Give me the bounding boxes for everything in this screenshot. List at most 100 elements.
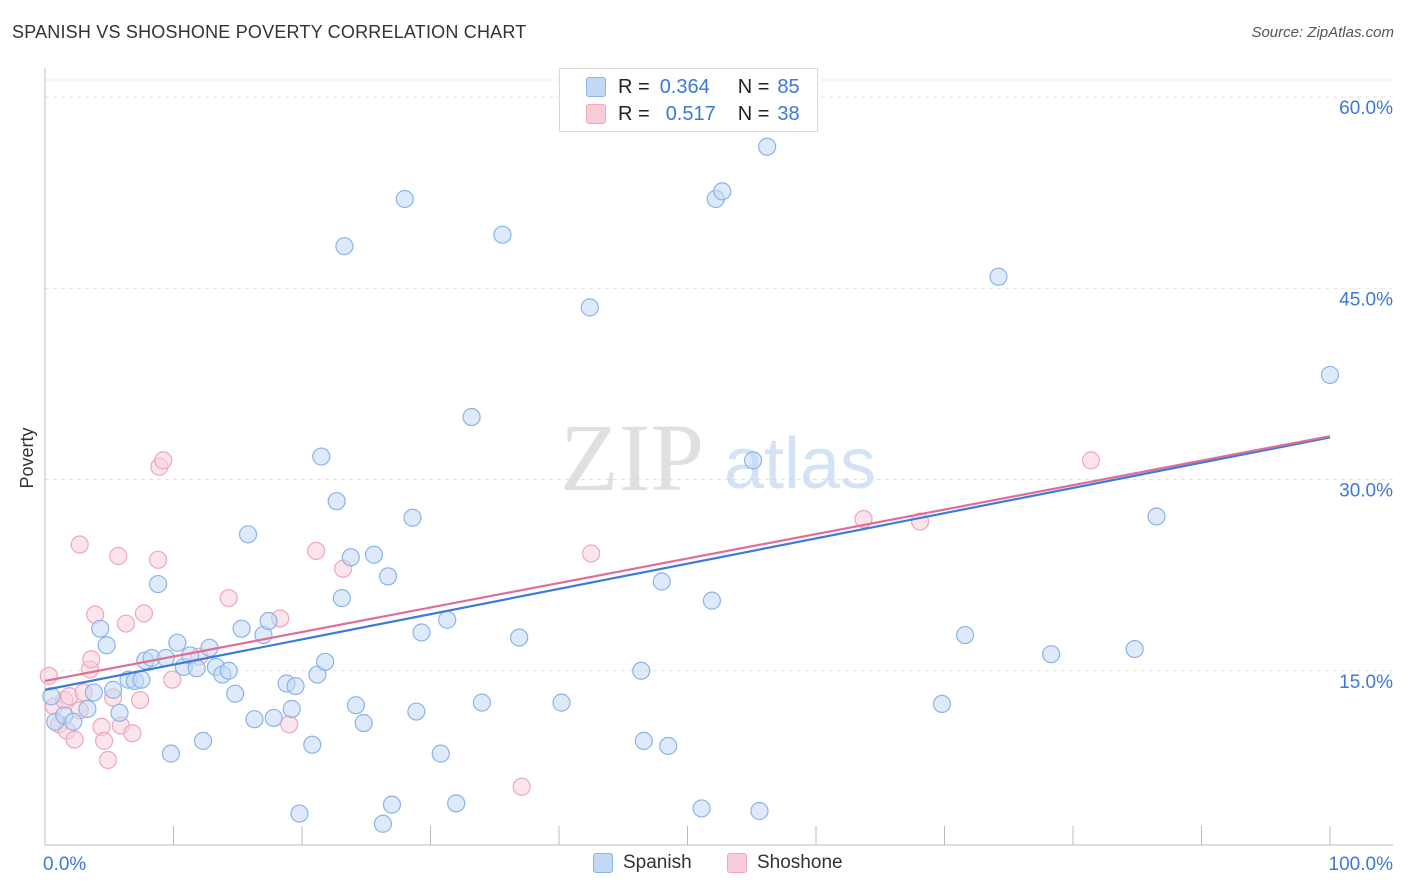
spanish-point xyxy=(493,225,512,244)
spanish-point xyxy=(652,572,671,591)
spanish-point xyxy=(1147,507,1166,526)
spanish-point xyxy=(743,451,763,470)
shoshone-point xyxy=(39,666,58,685)
legend-row-shoshone: R = 0.517 N = 38 xyxy=(586,102,800,126)
shoshone-point xyxy=(70,535,89,554)
spanish-point xyxy=(286,676,305,696)
trend-lines xyxy=(44,435,1331,691)
spanish-point xyxy=(932,694,952,714)
data-points xyxy=(39,137,1340,833)
r-label: R = xyxy=(618,102,650,125)
spanish-point xyxy=(104,680,123,699)
shoshone-point xyxy=(1081,451,1101,470)
spanish-n-value: 85 xyxy=(777,75,800,98)
spanish-point xyxy=(335,237,354,256)
spanish-point xyxy=(659,736,678,756)
r-label: R = xyxy=(618,75,650,98)
y-axis-title: Poverty xyxy=(17,427,37,488)
spanish-point xyxy=(750,801,769,821)
spanish-point xyxy=(510,628,529,647)
shoshone-point xyxy=(130,690,150,710)
spanish-point xyxy=(373,814,393,833)
shoshone-point xyxy=(148,550,168,569)
spanish-point xyxy=(232,619,251,638)
y-tick-label: 30.0% xyxy=(1339,481,1393,502)
shoshone-n-value: 38 xyxy=(777,102,800,125)
spanish-point xyxy=(1125,639,1144,659)
spanish-point xyxy=(462,407,481,427)
spanish-point xyxy=(378,567,398,586)
spanish-point xyxy=(312,447,331,466)
spanish-legend-label: Spanish xyxy=(623,852,692,873)
spanish-point xyxy=(713,182,732,201)
y-tick-label: 45.0% xyxy=(1339,289,1393,310)
spanish-point xyxy=(245,710,264,729)
watermark-zip: ZIP xyxy=(560,404,704,511)
spanish-point xyxy=(193,731,213,750)
shoshone-point xyxy=(512,777,531,796)
spanish-point xyxy=(702,591,722,610)
shoshone-point xyxy=(116,614,136,633)
spanish-trend-line xyxy=(44,436,1331,691)
x-tick-label-max: 100.0% xyxy=(1329,854,1394,875)
spanish-point xyxy=(91,619,110,638)
shoshone-point xyxy=(98,750,118,770)
spanish-point xyxy=(403,508,422,527)
spanish-point xyxy=(346,696,366,715)
spanish-point xyxy=(382,795,402,814)
spanish-point xyxy=(316,652,335,671)
spanish-point xyxy=(341,548,360,567)
axes xyxy=(44,68,1393,846)
spanish-point xyxy=(1320,365,1340,385)
spanish-point xyxy=(989,267,1008,286)
n-label: N = xyxy=(737,75,770,98)
spanish-point xyxy=(226,684,245,703)
spanish-point xyxy=(332,588,351,608)
spanish-point xyxy=(64,712,83,731)
y-tick-label: 60.0% xyxy=(1339,98,1393,119)
spanish-point xyxy=(290,804,309,823)
shoshone-point xyxy=(307,541,326,561)
shoshone-swatch xyxy=(727,853,747,873)
shoshone-point xyxy=(280,715,299,734)
spanish-point xyxy=(327,492,346,511)
spanish-point xyxy=(692,799,711,818)
bottom-legend-spanish: Spanish xyxy=(593,852,692,874)
spanish-point xyxy=(431,744,450,763)
shoshone-point xyxy=(154,451,173,470)
spanish-point xyxy=(632,661,651,680)
y-tick-label: 15.0% xyxy=(1339,672,1393,693)
spanish-point xyxy=(132,670,151,689)
shoshone-point xyxy=(582,544,601,563)
shoshone-point xyxy=(95,731,114,750)
spanish-point xyxy=(447,794,466,813)
n-label: N = xyxy=(737,102,770,125)
grid-lines xyxy=(45,79,1393,672)
bottom-legend-shoshone: Shoshone xyxy=(727,852,843,874)
shoshone-point xyxy=(82,650,101,669)
shoshone-point xyxy=(134,604,154,623)
spanish-r-value: 0.364 xyxy=(659,75,710,98)
shoshone-trend-line xyxy=(44,435,1331,683)
shoshone-point xyxy=(163,670,182,689)
spanish-point xyxy=(580,298,599,317)
spanish-point xyxy=(364,545,384,564)
spanish-point xyxy=(259,611,278,631)
watermark: ZIP atlas xyxy=(560,404,876,511)
correlation-legend: R = 0.364 N = 85 R = 0.517 N = 38 xyxy=(559,68,818,132)
chart-title: SPANISH VS SHOSHONE POVERTY CORRELATION … xyxy=(12,22,527,42)
spanish-point xyxy=(758,137,777,156)
x-tick-label-min: 0.0% xyxy=(43,854,86,875)
spanish-point xyxy=(303,735,322,754)
spanish-point xyxy=(407,702,426,721)
shoshone-r-value: 0.517 xyxy=(665,102,716,125)
spanish-point xyxy=(78,699,97,719)
spanish-point xyxy=(161,744,181,763)
spanish-point xyxy=(395,189,414,209)
spanish-point xyxy=(634,731,653,750)
spanish-point xyxy=(1042,645,1061,664)
spanish-point xyxy=(219,661,238,680)
shoshone-swatch xyxy=(586,104,606,124)
spanish-point xyxy=(168,633,187,652)
